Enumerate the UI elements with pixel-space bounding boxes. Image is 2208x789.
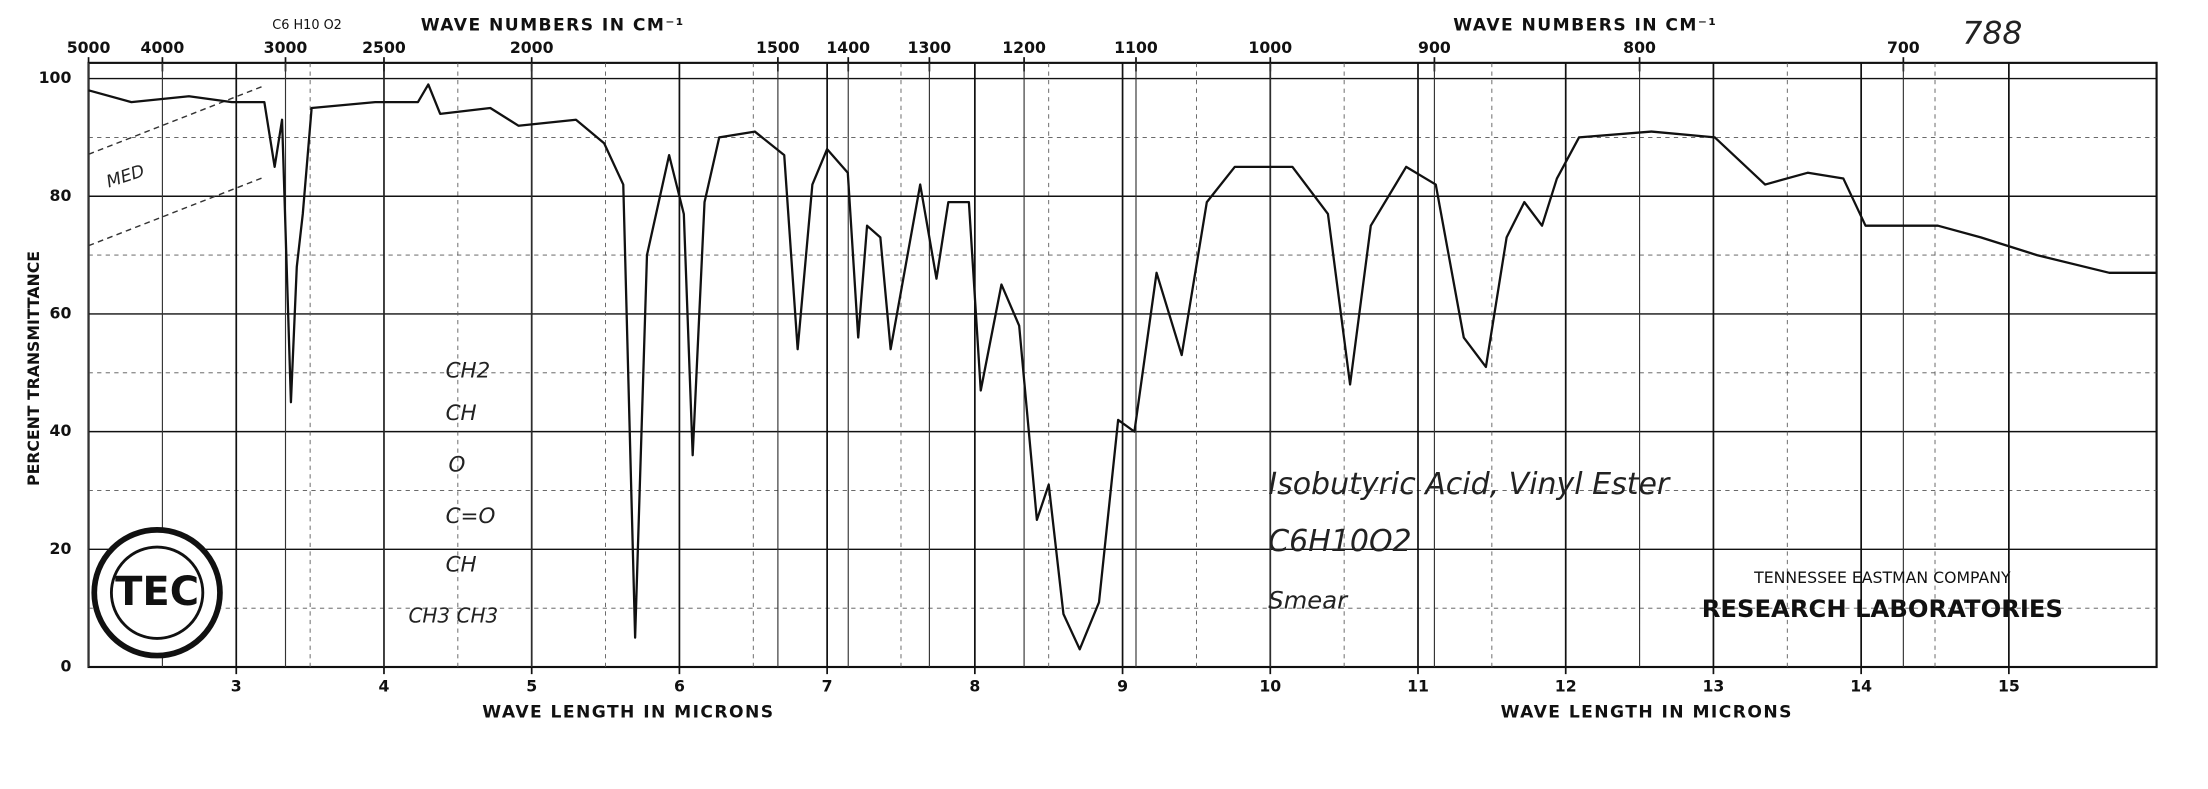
sketch-line: [88, 85, 265, 155]
top-tick-label: 3000: [264, 38, 308, 57]
top-axis-label: WAVE NUMBERS IN CM⁻¹: [1453, 16, 1717, 36]
top-tick-label: 1200: [1002, 38, 1046, 57]
structure-text: CH3 CH3: [408, 604, 498, 628]
company-name: TENNESSEE EASTMAN COMPANY: [1753, 568, 2011, 587]
x-tick-label: 3: [231, 676, 242, 695]
y-tick-label: 0: [60, 657, 71, 676]
x-tick-label: 9: [1117, 676, 1128, 695]
structure-text: CH: [446, 401, 477, 426]
x-axis-label: WAVE LENGTH IN MICRONS: [1501, 703, 1793, 723]
top-tick-label: 1000: [1248, 38, 1292, 57]
compound-name: Isobutyric Acid, Vinyl Ester: [1268, 467, 1671, 502]
logo-text: TEC: [115, 569, 199, 615]
top-tick-label: 700: [1887, 38, 1920, 57]
top-tick-label: 1400: [826, 38, 870, 57]
top-tick-label: 2000: [510, 38, 554, 57]
structure-text: CH: [446, 553, 477, 578]
y-tick-label: 80: [50, 186, 72, 205]
top-tick-label: 4000: [141, 38, 185, 57]
y-axis-label: PERCENT TRANSMITTANCE: [24, 251, 43, 486]
top-tick-label: 2500: [362, 38, 406, 57]
x-tick-label: 15: [1998, 676, 2020, 695]
x-tick-label: 5: [526, 676, 537, 695]
sample-type: Smear: [1268, 585, 1349, 614]
y-tick-label: 100: [39, 68, 72, 87]
x-axis-label: WAVE LENGTH IN MICRONS: [482, 703, 774, 723]
x-tick-label: 4: [379, 676, 390, 695]
x-tick-label: 6: [674, 676, 685, 695]
x-tick-label: 12: [1555, 676, 1577, 695]
top-tick-label: 1500: [756, 38, 800, 57]
lab-name: RESEARCH LABORATORIES: [1702, 594, 2063, 623]
x-tick-label: 8: [969, 676, 980, 695]
header-formula: C6 H10 O2: [272, 18, 342, 33]
structure-text: O: [448, 453, 465, 478]
top-tick-label: 1100: [1114, 38, 1158, 57]
sheet-number: 788: [1962, 15, 2022, 51]
x-tick-label: 13: [1703, 676, 1725, 695]
top-axis-label: WAVE NUMBERS IN CM⁻¹: [421, 16, 685, 36]
spectrum-line: [88, 83, 2157, 651]
margin-note: MED: [104, 161, 147, 192]
top-tick-label: 1300: [908, 38, 952, 57]
y-tick-label: 60: [50, 303, 72, 322]
structure-text: CH2: [446, 358, 491, 383]
compound-formula: C6H10O2: [1268, 524, 1411, 559]
x-tick-label: 11: [1407, 676, 1429, 695]
x-tick-label: 10: [1259, 676, 1281, 695]
y-tick-label: 40: [50, 421, 72, 440]
top-tick-label: 900: [1418, 38, 1451, 57]
x-tick-label: 7: [822, 676, 833, 695]
grid: [87, 57, 2158, 675]
sketch-line: [88, 176, 265, 247]
x-tick-label: 14: [1850, 676, 1872, 695]
logo: TEC: [91, 527, 223, 659]
y-tick-label: 20: [50, 539, 72, 558]
top-tick-label: 800: [1623, 38, 1656, 57]
top-tick-label: 5000: [67, 38, 111, 57]
structure-text: C=O: [446, 504, 496, 529]
